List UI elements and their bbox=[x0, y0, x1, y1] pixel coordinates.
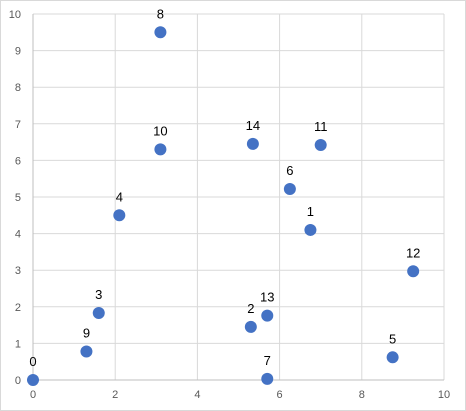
y-tick-label: 4 bbox=[15, 229, 21, 241]
y-tick-label: 9 bbox=[15, 46, 21, 58]
data-label: 9 bbox=[83, 325, 90, 340]
data-point bbox=[386, 351, 399, 364]
data-label: 12 bbox=[406, 245, 420, 260]
data-point bbox=[283, 182, 296, 195]
data-label: 5 bbox=[389, 331, 396, 346]
data-point bbox=[27, 374, 39, 386]
data-label: 13 bbox=[260, 290, 274, 305]
data-label: 7 bbox=[264, 353, 271, 368]
data-label: 11 bbox=[314, 119, 328, 134]
y-tick-label: 7 bbox=[15, 119, 21, 131]
y-tick-label: 3 bbox=[15, 265, 21, 277]
data-label: 2 bbox=[247, 301, 254, 316]
y-tick-label: 1 bbox=[15, 338, 21, 350]
data-label: 0 bbox=[29, 354, 36, 369]
data-point bbox=[80, 345, 93, 358]
data-label: 14 bbox=[246, 118, 260, 133]
data-points bbox=[27, 26, 420, 386]
data-point bbox=[154, 143, 167, 156]
data-label: 8 bbox=[157, 6, 164, 21]
data-point bbox=[304, 223, 317, 236]
data-point bbox=[92, 307, 105, 320]
data-point bbox=[314, 139, 327, 152]
data-point bbox=[407, 265, 420, 278]
data-label: 1 bbox=[307, 204, 314, 219]
data-point bbox=[261, 372, 274, 385]
y-tick-label: 0 bbox=[15, 375, 21, 387]
data-label: 6 bbox=[286, 163, 293, 178]
data-point bbox=[154, 26, 167, 39]
data-label: 3 bbox=[95, 287, 102, 302]
data-point bbox=[246, 137, 259, 150]
gridlines bbox=[33, 13, 445, 380]
axes bbox=[32, 14, 444, 381]
data-label: 10 bbox=[153, 123, 167, 138]
data-point bbox=[261, 309, 274, 322]
data-label: 4 bbox=[116, 189, 123, 204]
x-tick-label: 6 bbox=[277, 389, 283, 401]
x-tick-label: 2 bbox=[112, 389, 118, 401]
x-tick-label: 4 bbox=[194, 389, 200, 401]
y-tick-label: 6 bbox=[15, 155, 21, 167]
y-tick-label: 2 bbox=[15, 302, 21, 314]
y-tick-label: 5 bbox=[15, 192, 21, 204]
x-tick-label: 8 bbox=[359, 389, 365, 401]
x-tick-label: 10 bbox=[438, 389, 450, 401]
data-point bbox=[113, 209, 126, 222]
y-tick-label: 10 bbox=[9, 9, 21, 21]
y-tick-label: 8 bbox=[15, 82, 21, 94]
data-point bbox=[244, 320, 257, 333]
x-tick-label: 0 bbox=[30, 389, 36, 401]
